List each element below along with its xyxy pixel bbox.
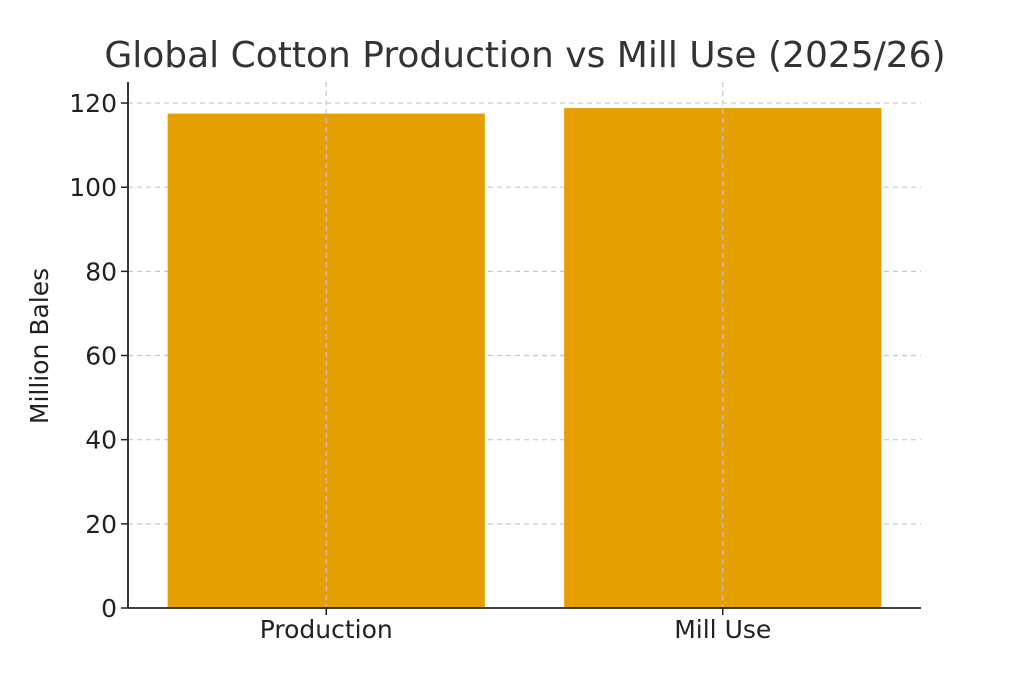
y-tick-label: 40 [85,426,117,455]
x-tick-label: Mill Use [674,615,771,644]
chart-title: Global Cotton Production vs Mill Use (20… [104,35,945,76]
y-tick-label: 20 [85,510,117,539]
y-tick-label: 120 [69,89,117,118]
axes-layer [127,82,921,609]
y-tick-label: 100 [69,173,117,202]
y-tick-label: 0 [101,594,117,623]
y-tick-label: 80 [85,257,117,286]
ticks-layer: 0 20 40 60 80 100 120 Production Mill Use [69,89,771,644]
y-axis-label: Million Bales [25,268,54,424]
x-tick-label: Production [260,615,393,644]
bars-layer [167,108,882,608]
y-tick-label: 60 [85,342,117,371]
